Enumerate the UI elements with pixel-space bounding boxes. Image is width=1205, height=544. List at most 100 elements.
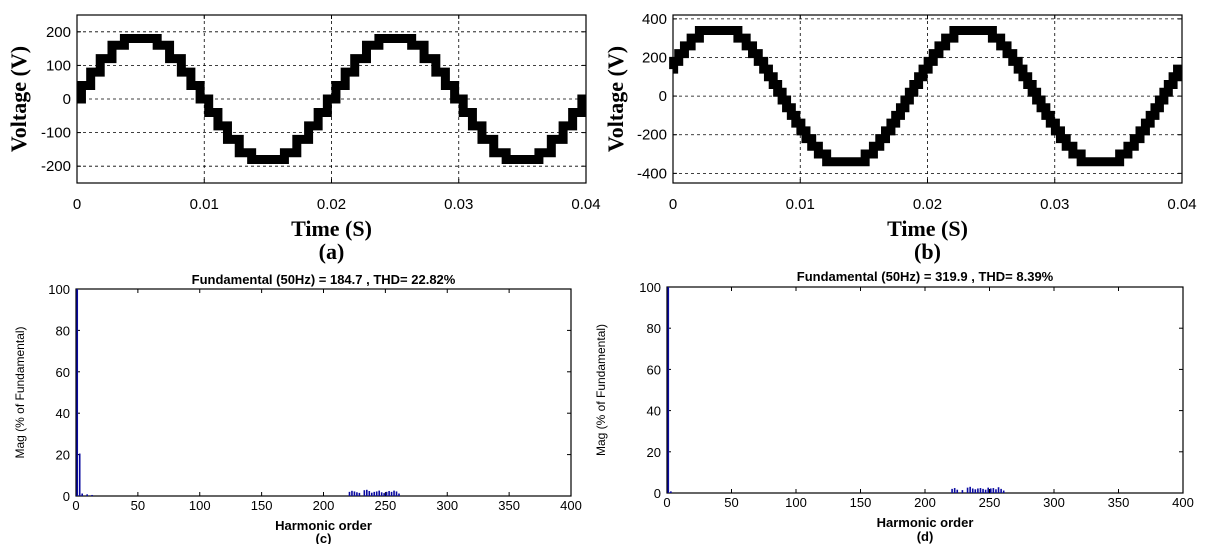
harmonic-bar: [91, 494, 93, 496]
panel-caption: (a): [319, 239, 345, 264]
harmonic-bar: [353, 491, 356, 496]
harmonic-bar: [373, 491, 376, 496]
y-tick-label: 0: [654, 486, 661, 501]
plot-area: [666, 286, 1184, 494]
chart-a: 0 0.01 0.02 0.03 0.04 -200 -100 0 100 200 Time (S)…: [6, 14, 601, 264]
harmonic-bar: [961, 490, 964, 493]
harmonic-bar: [356, 492, 358, 496]
x-tick-label: 0: [669, 196, 677, 213]
y-tick-label: 400: [642, 11, 667, 28]
panel-caption: (c): [316, 531, 332, 544]
x-tick-label: 400: [560, 498, 582, 513]
y-axis-label: Voltage (V): [6, 46, 31, 152]
x-tick-label: 0.03: [444, 196, 473, 213]
chart-title: Fundamental (50Hz) = 319.9 , THD= 8.39%: [797, 269, 1054, 284]
y-tick-label: 60: [647, 362, 661, 377]
harmonic-bar: [1002, 490, 1005, 493]
x-tick-label: 0: [663, 495, 670, 510]
x-tick-label: 300: [1043, 495, 1065, 510]
y-tick-label: 100: [46, 57, 71, 74]
harmonic-bar: [997, 487, 1000, 493]
x-axis-label: Harmonic order: [275, 518, 372, 533]
x-tick-label: 0: [73, 196, 81, 213]
x-tick-label: 150: [251, 498, 273, 513]
x-tick-label: 250: [979, 495, 1001, 510]
harmonic-bar: [956, 489, 959, 493]
x-tick-label: 0.04: [571, 196, 600, 213]
harmonic-bar: [393, 490, 395, 496]
harmonic-bar: [395, 491, 398, 496]
chart-c: 0 50 100 150 200 250 300 350 400 0 20 40 60 80 100 Harm…: [13, 272, 582, 544]
harmonic-bar: [351, 490, 353, 496]
x-tick-label: 300: [436, 498, 458, 513]
harmonic-bar: [989, 488, 992, 493]
y-tick-label: 200: [642, 49, 667, 66]
waveform-series: [76, 34, 587, 164]
harmonic-bar: [670, 491, 672, 493]
y-tick-label: 20: [56, 448, 70, 463]
harmonic-bar: [76, 289, 79, 496]
x-tick-label: 100: [189, 498, 211, 513]
y-tick-label: 0: [63, 489, 70, 504]
y-axis-label: Mag (% of Fundamental): [13, 326, 27, 458]
chart-d: 0 50 100 150 200 250 300 350 400 0 20 40 60 80 100 Harm…: [594, 269, 1194, 544]
x-tick-label: 350: [498, 498, 520, 513]
y-tick-label: 60: [56, 365, 70, 380]
harmonic-bar: [390, 491, 393, 496]
y-tick-label: -400: [637, 165, 667, 182]
x-tick-label: 250: [375, 498, 397, 513]
harmonic-bar: [971, 488, 974, 493]
waveform-series: [669, 25, 1183, 167]
y-tick-label: -200: [41, 158, 71, 175]
y-tick-label: 20: [647, 445, 661, 460]
x-tick-label: 100: [785, 495, 807, 510]
chart-b: 0 0.01 0.02 0.03 0.04 -400 -200 0 200 400 Time (S)…: [603, 11, 1197, 264]
x-tick-label: 0.02: [913, 196, 942, 213]
x-tick-label: 0.02: [317, 196, 346, 213]
harmonic-bar: [368, 491, 371, 496]
y-tick-label: 200: [46, 24, 71, 41]
x-axis-label: Harmonic order: [877, 515, 974, 530]
chart-title: Fundamental (50Hz) = 184.7 , THD= 22.82%: [192, 272, 456, 287]
x-tick-label: 0.03: [1040, 196, 1069, 213]
panel-caption: (b): [914, 239, 941, 264]
x-tick-label: 0: [72, 498, 79, 513]
harmonic-bar: [1000, 488, 1002, 493]
harmonic-bar: [375, 491, 378, 496]
harmonic-bar: [78, 453, 81, 496]
y-tick-label: 40: [647, 404, 661, 419]
x-tick-label: 400: [1172, 495, 1194, 510]
x-tick-label: 50: [724, 495, 738, 510]
x-tick-label: 0.01: [786, 196, 815, 213]
harmonic-bar: [385, 491, 388, 496]
panel-caption: (d): [917, 529, 934, 544]
x-tick-label: 0.01: [190, 196, 219, 213]
x-axis-label: Time (S): [887, 216, 968, 241]
harmonic-bar: [667, 287, 670, 493]
x-tick-label: 0.04: [1167, 196, 1196, 213]
plot-area: [75, 288, 572, 497]
harmonic-bar: [992, 488, 995, 493]
harmonic-bar: [378, 490, 380, 496]
x-tick-label: 350: [1108, 495, 1130, 510]
harmonic-bar: [363, 490, 366, 496]
harmonic-bar: [366, 489, 368, 496]
harmonic-bar: [951, 488, 953, 493]
harmonic-bar: [358, 492, 361, 496]
y-tick-label: 0: [63, 91, 71, 108]
x-tick-label: 200: [914, 495, 936, 510]
y-tick-label: -100: [41, 125, 71, 142]
x-tick-label: 150: [850, 495, 872, 510]
y-axis-label: Mag (% of Fundamental): [594, 324, 608, 456]
harmonic-bar: [979, 488, 982, 493]
x-tick-label: 50: [131, 498, 145, 513]
harmonic-bar: [977, 488, 979, 493]
y-axis-label: Voltage (V): [603, 46, 628, 152]
y-tick-label: 0: [659, 88, 667, 105]
harmonic-bar: [974, 489, 977, 493]
harmonic-bar: [380, 492, 383, 496]
y-tick-label: 100: [639, 280, 661, 295]
harmonic-bar: [348, 491, 351, 496]
y-tick-label: 40: [56, 406, 70, 421]
